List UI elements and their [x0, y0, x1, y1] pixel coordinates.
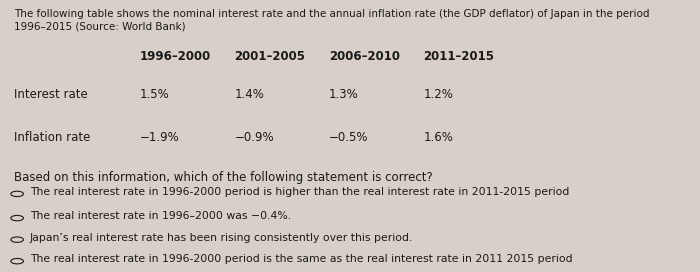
Text: Interest rate: Interest rate [14, 88, 88, 101]
Text: The real interest rate in 1996-2000 period is the same as the real interest rate: The real interest rate in 1996-2000 peri… [29, 255, 573, 264]
Text: 1.4%: 1.4% [234, 88, 265, 101]
Text: 2001–2005: 2001–2005 [234, 50, 305, 63]
Text: 1996–2000: 1996–2000 [140, 50, 211, 63]
Text: −0.9%: −0.9% [234, 131, 274, 144]
Text: 1.3%: 1.3% [329, 88, 358, 101]
Text: 1.6%: 1.6% [424, 131, 454, 144]
Text: 1.5%: 1.5% [140, 88, 169, 101]
Text: Based on this information, which of the following statement is correct?: Based on this information, which of the … [14, 171, 433, 184]
Text: The following table shows the nominal interest rate and the annual inflation rat: The following table shows the nominal in… [14, 10, 650, 31]
Text: −1.9%: −1.9% [140, 131, 180, 144]
Text: −0.5%: −0.5% [329, 131, 368, 144]
Text: 2011–2015: 2011–2015 [424, 50, 494, 63]
Text: The real interest rate in 1996-2000 period is higher than the real interest rate: The real interest rate in 1996-2000 peri… [29, 187, 569, 197]
Text: Japan’s real interest rate has been rising consistently over this period.: Japan’s real interest rate has been risi… [29, 233, 413, 243]
Text: 2006–2010: 2006–2010 [329, 50, 400, 63]
Text: The real interest rate in 1996–2000 was −0.4%.: The real interest rate in 1996–2000 was … [29, 211, 291, 221]
Text: Inflation rate: Inflation rate [14, 131, 90, 144]
Text: 1.2%: 1.2% [424, 88, 454, 101]
